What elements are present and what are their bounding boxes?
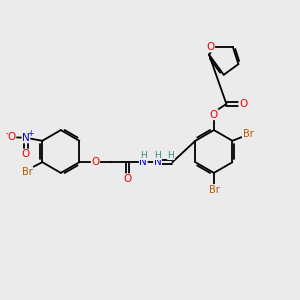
Text: Br: Br <box>208 184 219 194</box>
Text: O: O <box>206 42 214 52</box>
Text: -: - <box>5 129 8 138</box>
Text: O: O <box>210 110 218 120</box>
Text: Br: Br <box>22 167 33 177</box>
Text: H: H <box>140 151 147 160</box>
Text: N: N <box>22 133 30 143</box>
Text: H: H <box>167 151 174 160</box>
Text: O: O <box>22 149 30 159</box>
Text: O: O <box>91 157 100 167</box>
Text: N: N <box>140 157 147 167</box>
Text: O: O <box>239 99 247 109</box>
Text: N: N <box>154 157 161 167</box>
Text: +: + <box>27 129 33 138</box>
Text: Br: Br <box>243 129 254 139</box>
Text: O: O <box>123 174 132 184</box>
Text: O: O <box>8 132 16 142</box>
Text: H: H <box>154 151 161 160</box>
